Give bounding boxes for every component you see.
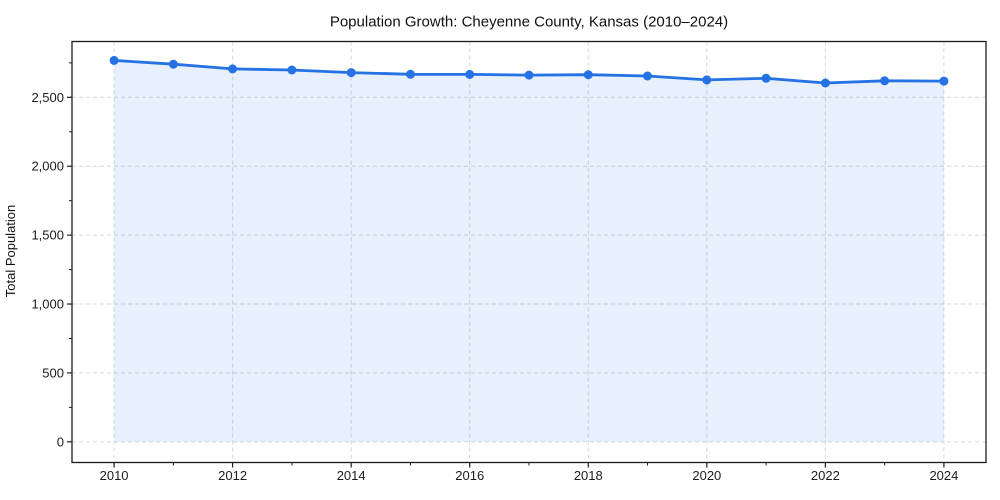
- data-point-2014: [346, 68, 356, 78]
- y-tick-label-0: 0: [57, 434, 64, 449]
- y-tick-label-1,500: 1,500: [31, 228, 64, 243]
- data-point-2020: [702, 75, 712, 85]
- data-point-2019: [643, 71, 652, 81]
- data-point-2017: [524, 70, 534, 80]
- x-tick-label-2020: 2020: [692, 468, 721, 483]
- data-point-2016: [465, 69, 475, 79]
- data-point-2018: [583, 70, 593, 80]
- data-point-2013: [287, 65, 297, 75]
- data-point-2022: [820, 78, 830, 88]
- plot-background: [72, 41, 986, 463]
- x-tick-label-2022: 2022: [811, 468, 840, 483]
- y-axis-label: Total Population: [3, 205, 18, 298]
- x-tick-label-2010: 2010: [100, 468, 129, 483]
- data-point-2010: [109, 55, 119, 65]
- data-point-2012: [228, 64, 238, 74]
- y-tick-label-2,500: 2,500: [31, 90, 64, 105]
- data-point-2023: [880, 76, 890, 86]
- y-tick-label-1,000: 1,000: [31, 297, 64, 312]
- population-area-fill: [114, 60, 944, 442]
- data-point-2021: [761, 73, 771, 83]
- x-tick-label-2016: 2016: [455, 468, 484, 483]
- x-tick-label-2014: 2014: [337, 468, 366, 483]
- data-point-2011: [168, 59, 178, 69]
- x-tick-label-2018: 2018: [574, 468, 603, 483]
- y-tick-label-500: 500: [42, 365, 64, 380]
- x-tick-label-2012: 2012: [218, 468, 247, 483]
- x-tick-label-2024: 2024: [929, 468, 958, 483]
- chart-title: Population Growth: Cheyenne County, Kans…: [330, 14, 728, 31]
- data-point-2024: [939, 76, 949, 86]
- y-tick-label-2,000: 2,000: [31, 159, 64, 174]
- chart-layer: 2010 2012 2014 2016 2018 2020 2022 2024 0 500 1,00…: [31, 40, 987, 483]
- data-point-2015: [406, 69, 415, 79]
